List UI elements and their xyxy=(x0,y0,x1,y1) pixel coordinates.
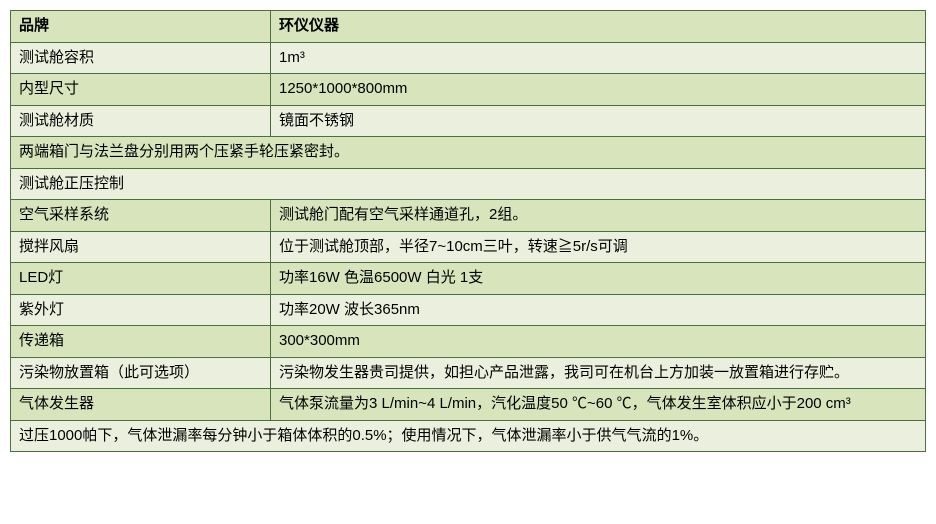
cell-label: 内型尺寸 xyxy=(11,74,271,106)
cell-value: 300*300mm xyxy=(271,326,926,358)
cell-label: LED灯 xyxy=(11,263,271,295)
cell-value: 功率20W 波长365nm xyxy=(271,294,926,326)
cell-label: 紫外灯 xyxy=(11,294,271,326)
cell-label: 测试舱容积 xyxy=(11,42,271,74)
table-row: 污染物放置箱（此可选项）污染物发生器贵司提供，如担心产品泄露，我司可在机台上方加… xyxy=(11,357,926,389)
cell-label: 空气采样系统 xyxy=(11,200,271,232)
cell-full: 两端箱门与法兰盘分别用两个压紧手轮压紧密封。 xyxy=(11,137,926,169)
table-row: 传递箱300*300mm xyxy=(11,326,926,358)
spec-table: 品牌环仪仪器测试舱容积1m³内型尺寸1250*1000*800mm测试舱材质镜面… xyxy=(10,10,926,452)
table-row: 紫外灯功率20W 波长365nm xyxy=(11,294,926,326)
cell-label: 污染物放置箱（此可选项） xyxy=(11,357,271,389)
cell-value: 污染物发生器贵司提供，如担心产品泄露，我司可在机台上方加装一放置箱进行存贮。 xyxy=(271,357,926,389)
table-row: 内型尺寸1250*1000*800mm xyxy=(11,74,926,106)
cell-value: 1m³ xyxy=(271,42,926,74)
table-row: LED灯功率16W 色温6500W 白光 1支 xyxy=(11,263,926,295)
header-label: 品牌 xyxy=(11,11,271,43)
table-row: 搅拌风扇位于测试舱顶部，半径7~10cm三叶，转速≧5r/s可调 xyxy=(11,231,926,263)
header-value: 环仪仪器 xyxy=(271,11,926,43)
cell-value: 功率16W 色温6500W 白光 1支 xyxy=(271,263,926,295)
cell-value: 气体泵流量为3 L/min~4 L/min，汽化温度50 ℃~60 ℃，气体发生… xyxy=(271,389,926,421)
cell-label: 测试舱材质 xyxy=(11,105,271,137)
cell-value: 1250*1000*800mm xyxy=(271,74,926,106)
table-row: 过压1000帕下，气体泄漏率每分钟小于箱体体积的0.5%；使用情况下，气体泄漏率… xyxy=(11,420,926,452)
cell-label: 传递箱 xyxy=(11,326,271,358)
table-row: 品牌环仪仪器 xyxy=(11,11,926,43)
table-row: 空气采样系统测试舱门配有空气采样通道孔，2组。 xyxy=(11,200,926,232)
table-row: 测试舱材质镜面不锈钢 xyxy=(11,105,926,137)
cell-label: 气体发生器 xyxy=(11,389,271,421)
cell-value: 位于测试舱顶部，半径7~10cm三叶，转速≧5r/s可调 xyxy=(271,231,926,263)
cell-full: 过压1000帕下，气体泄漏率每分钟小于箱体体积的0.5%；使用情况下，气体泄漏率… xyxy=(11,420,926,452)
spec-table-body: 品牌环仪仪器测试舱容积1m³内型尺寸1250*1000*800mm测试舱材质镜面… xyxy=(11,11,926,452)
table-row: 两端箱门与法兰盘分别用两个压紧手轮压紧密封。 xyxy=(11,137,926,169)
table-row: 气体发生器气体泵流量为3 L/min~4 L/min，汽化温度50 ℃~60 ℃… xyxy=(11,389,926,421)
cell-label: 搅拌风扇 xyxy=(11,231,271,263)
cell-full: 测试舱正压控制 xyxy=(11,168,926,200)
table-row: 测试舱容积1m³ xyxy=(11,42,926,74)
table-row: 测试舱正压控制 xyxy=(11,168,926,200)
cell-value: 镜面不锈钢 xyxy=(271,105,926,137)
cell-value: 测试舱门配有空气采样通道孔，2组。 xyxy=(271,200,926,232)
